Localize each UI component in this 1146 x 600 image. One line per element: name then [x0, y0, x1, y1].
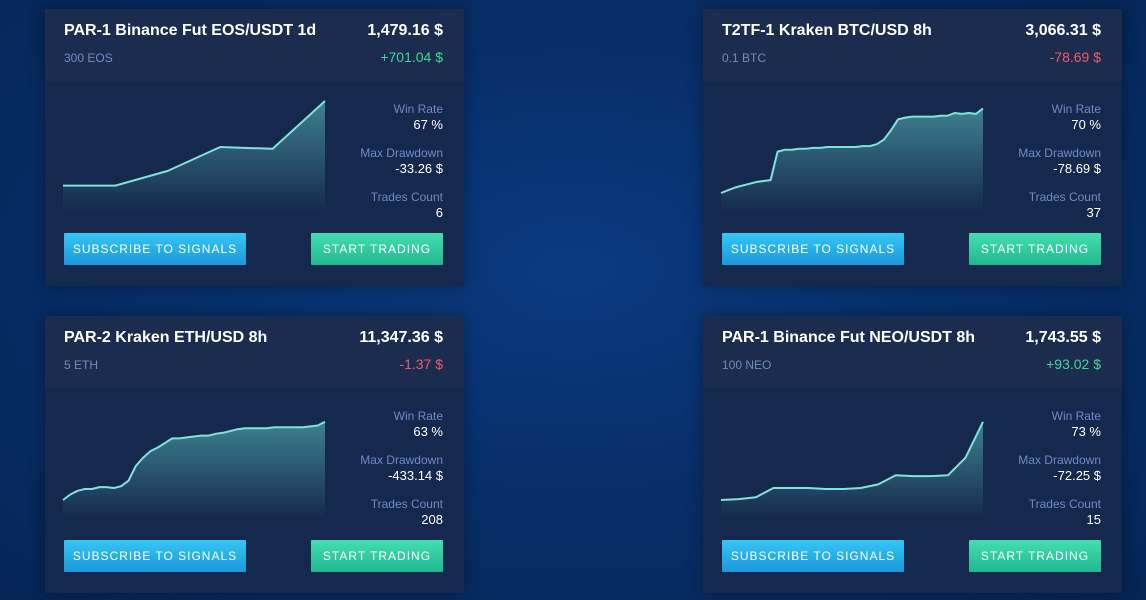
trades-count-label: Trades Count [370, 190, 443, 204]
stats-panel: Win Rate 63 % Max Drawdown -433.14 $ Tra… [360, 409, 443, 541]
card-header: PAR-2 Kraken ETH/USD 8h 11,347.36 $ 5 ET… [45, 316, 464, 388]
trades-count-value: 15 [1086, 512, 1101, 527]
equity-chart [720, 421, 984, 520]
equity-area [63, 421, 325, 520]
pnl-change: +93.02 $ [1046, 356, 1101, 372]
stats-panel: Win Rate 67 % Max Drawdown -33.26 $ Trad… [360, 102, 443, 234]
card-header: T2TF-1 Kraken BTC/USD 8h 3,066.31 $ 0.1 … [703, 9, 1122, 81]
max-drawdown-value: -78.69 $ [1053, 161, 1101, 176]
max-drawdown-label: Max Drawdown [1018, 453, 1101, 467]
strategy-title[interactable]: T2TF-1 Kraken BTC/USD 8h [722, 22, 932, 39]
pnl-change: +701.04 $ [380, 49, 443, 65]
trades-count-value: 37 [1086, 205, 1101, 220]
start-trading-button[interactable]: START TRADING [311, 233, 443, 265]
strategy-card: PAR-1 Binance Fut EOS/USDT 1d 1,479.16 $… [45, 9, 464, 286]
trades-count-value: 208 [421, 512, 443, 527]
strategy-card: PAR-2 Kraken ETH/USD 8h 11,347.36 $ 5 ET… [45, 316, 464, 593]
equity-line [720, 107, 984, 194]
strategy-balance: 1,479.16 $ [367, 22, 443, 39]
max-drawdown-label: Max Drawdown [360, 146, 443, 160]
start-trading-button[interactable]: START TRADING [311, 540, 443, 572]
card-header: PAR-1 Binance Fut NEO/USDT 8h 1,743.55 $… [703, 316, 1122, 388]
trades-count-label: Trades Count [1028, 497, 1101, 511]
equity-area [63, 101, 325, 213]
equity-line [63, 100, 326, 187]
win-rate-value: 63 % [413, 424, 443, 439]
position-size: 0.1 BTC [722, 51, 767, 65]
subscribe-to-signals-button[interactable]: SUBSCRIBE TO SIGNALS [722, 540, 904, 572]
win-rate-value: 67 % [413, 117, 443, 132]
max-drawdown-label: Max Drawdown [1018, 146, 1101, 160]
equity-area [721, 108, 983, 213]
position-size: 5 ETH [64, 358, 99, 372]
position-size: 300 EOS [64, 51, 113, 65]
strategy-balance: 11,347.36 $ [359, 329, 443, 346]
equity-chart [62, 420, 326, 520]
subscribe-to-signals-button[interactable]: SUBSCRIBE TO SIGNALS [64, 540, 246, 572]
pnl-change: -78.69 $ [1049, 49, 1101, 65]
max-drawdown-value: -433.14 $ [388, 468, 443, 483]
strategy-balance: 1,743.55 $ [1025, 329, 1101, 346]
max-drawdown-value: -33.26 $ [395, 161, 443, 176]
trades-count-label: Trades Count [1028, 190, 1101, 204]
win-rate-label: Win Rate [1051, 409, 1101, 423]
trades-count-label: Trades Count [370, 497, 443, 511]
strategy-title[interactable]: PAR-2 Kraken ETH/USD 8h [64, 329, 268, 346]
win-rate-label: Win Rate [393, 102, 443, 116]
start-trading-button[interactable]: START TRADING [969, 233, 1101, 265]
strategy-title[interactable]: PAR-1 Binance Fut NEO/USDT 8h [722, 329, 976, 346]
equity-line [62, 420, 326, 501]
start-trading-button[interactable]: START TRADING [969, 540, 1101, 572]
win-rate-label: Win Rate [1051, 102, 1101, 116]
equity-chart [63, 100, 326, 213]
stats-panel: Win Rate 73 % Max Drawdown -72.25 $ Trad… [1018, 409, 1101, 541]
strategy-title[interactable]: PAR-1 Binance Fut EOS/USDT 1d [64, 22, 317, 39]
equity-chart [720, 107, 984, 213]
trades-count-value: 6 [435, 205, 443, 220]
card-header: PAR-1 Binance Fut EOS/USDT 1d 1,479.16 $… [45, 9, 464, 81]
strategy-card: PAR-1 Binance Fut NEO/USDT 8h 1,743.55 $… [703, 316, 1122, 593]
equity-area [721, 421, 983, 520]
position-size: 100 NEO [722, 358, 772, 372]
max-drawdown-label: Max Drawdown [360, 453, 443, 467]
subscribe-to-signals-button[interactable]: SUBSCRIBE TO SIGNALS [64, 233, 246, 265]
subscribe-to-signals-button[interactable]: SUBSCRIBE TO SIGNALS [722, 233, 904, 265]
win-rate-label: Win Rate [393, 409, 443, 423]
equity-line [720, 421, 984, 501]
win-rate-value: 73 % [1071, 424, 1101, 439]
strategy-balance: 3,066.31 $ [1025, 22, 1101, 39]
stats-panel: Win Rate 70 % Max Drawdown -78.69 $ Trad… [1018, 102, 1101, 234]
pnl-change: -1.37 $ [399, 356, 443, 372]
strategy-card: T2TF-1 Kraken BTC/USD 8h 3,066.31 $ 0.1 … [703, 9, 1122, 286]
win-rate-value: 70 % [1071, 117, 1101, 132]
max-drawdown-value: -72.25 $ [1053, 468, 1101, 483]
